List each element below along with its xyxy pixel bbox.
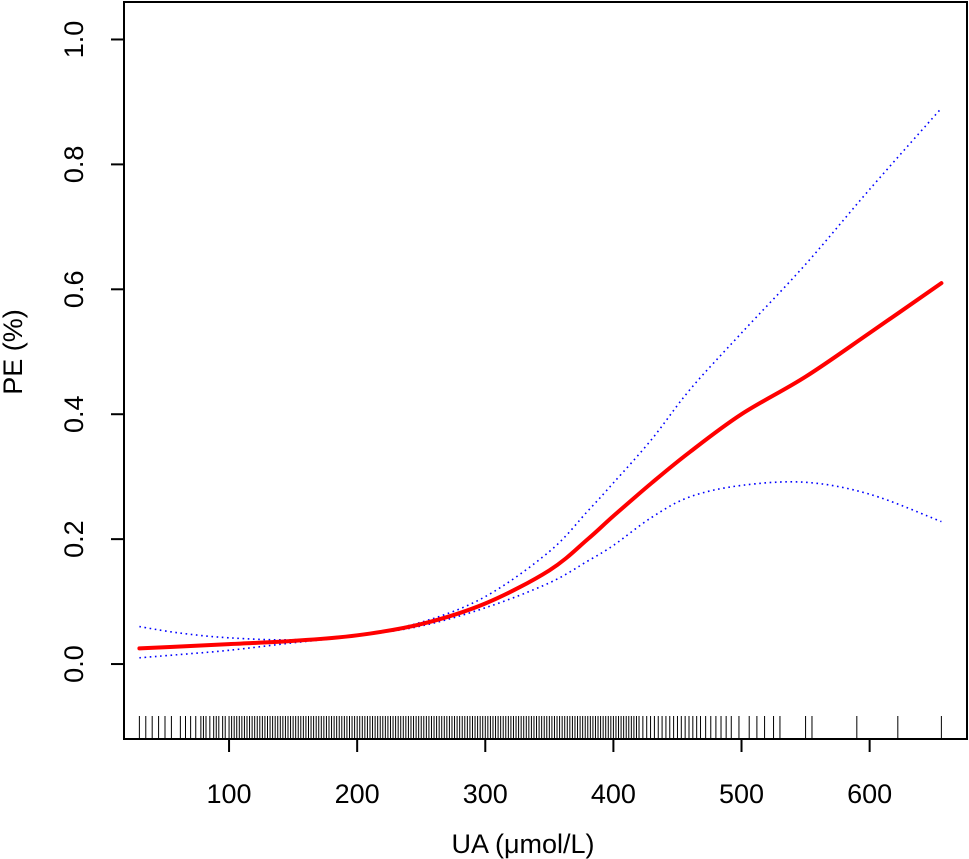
rug-marks	[138, 716, 942, 739]
y-tick-label: 0.0	[59, 645, 89, 683]
x-tick-label: 200	[335, 779, 380, 809]
y-tick-label: 0.2	[59, 520, 89, 558]
x-tick-label: 100	[207, 779, 252, 809]
y-tick-label: 0.6	[59, 271, 89, 309]
y-tick-label: 0.4	[59, 395, 89, 433]
x-axis-label: UA (μmol/L)	[451, 829, 594, 859]
plot-frame	[123, 1, 968, 740]
series-layer	[137, 107, 944, 659]
x-tick-label: 300	[463, 779, 508, 809]
x-tick-label: 500	[719, 779, 764, 809]
y-axis: 0.0 0.2 0.4 0.6 0.8 1.0	[59, 21, 124, 683]
x-tick-label: 600	[847, 779, 892, 809]
x-axis: 100 200 300 400 500 600	[207, 739, 892, 809]
upper-ci-line	[139, 107, 942, 641]
x-tick-label: 400	[591, 779, 636, 809]
fit-line	[137, 281, 944, 651]
y-tick-label: 1.0	[59, 21, 89, 59]
y-tick-label: 0.8	[59, 146, 89, 184]
y-axis-label: PE (%)	[0, 309, 28, 395]
lower-ci-line	[139, 481, 942, 659]
